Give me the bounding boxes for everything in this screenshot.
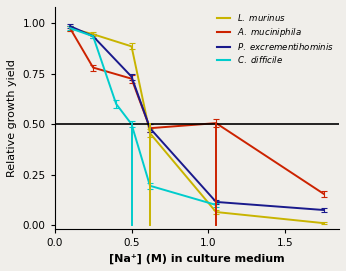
Legend: $\it{L.}$ $\it{murinus}$, $\it{A.}$ $\it{muciniphila}$, $\it{P.}$ $\it{excrement: $\it{L.}$ $\it{murinus}$, $\it{A.}$ $\it… <box>214 9 338 68</box>
Y-axis label: Relative growth yield: Relative growth yield <box>7 59 17 177</box>
X-axis label: [Na⁺] (M) in culture medium: [Na⁺] (M) in culture medium <box>109 254 285 264</box>
